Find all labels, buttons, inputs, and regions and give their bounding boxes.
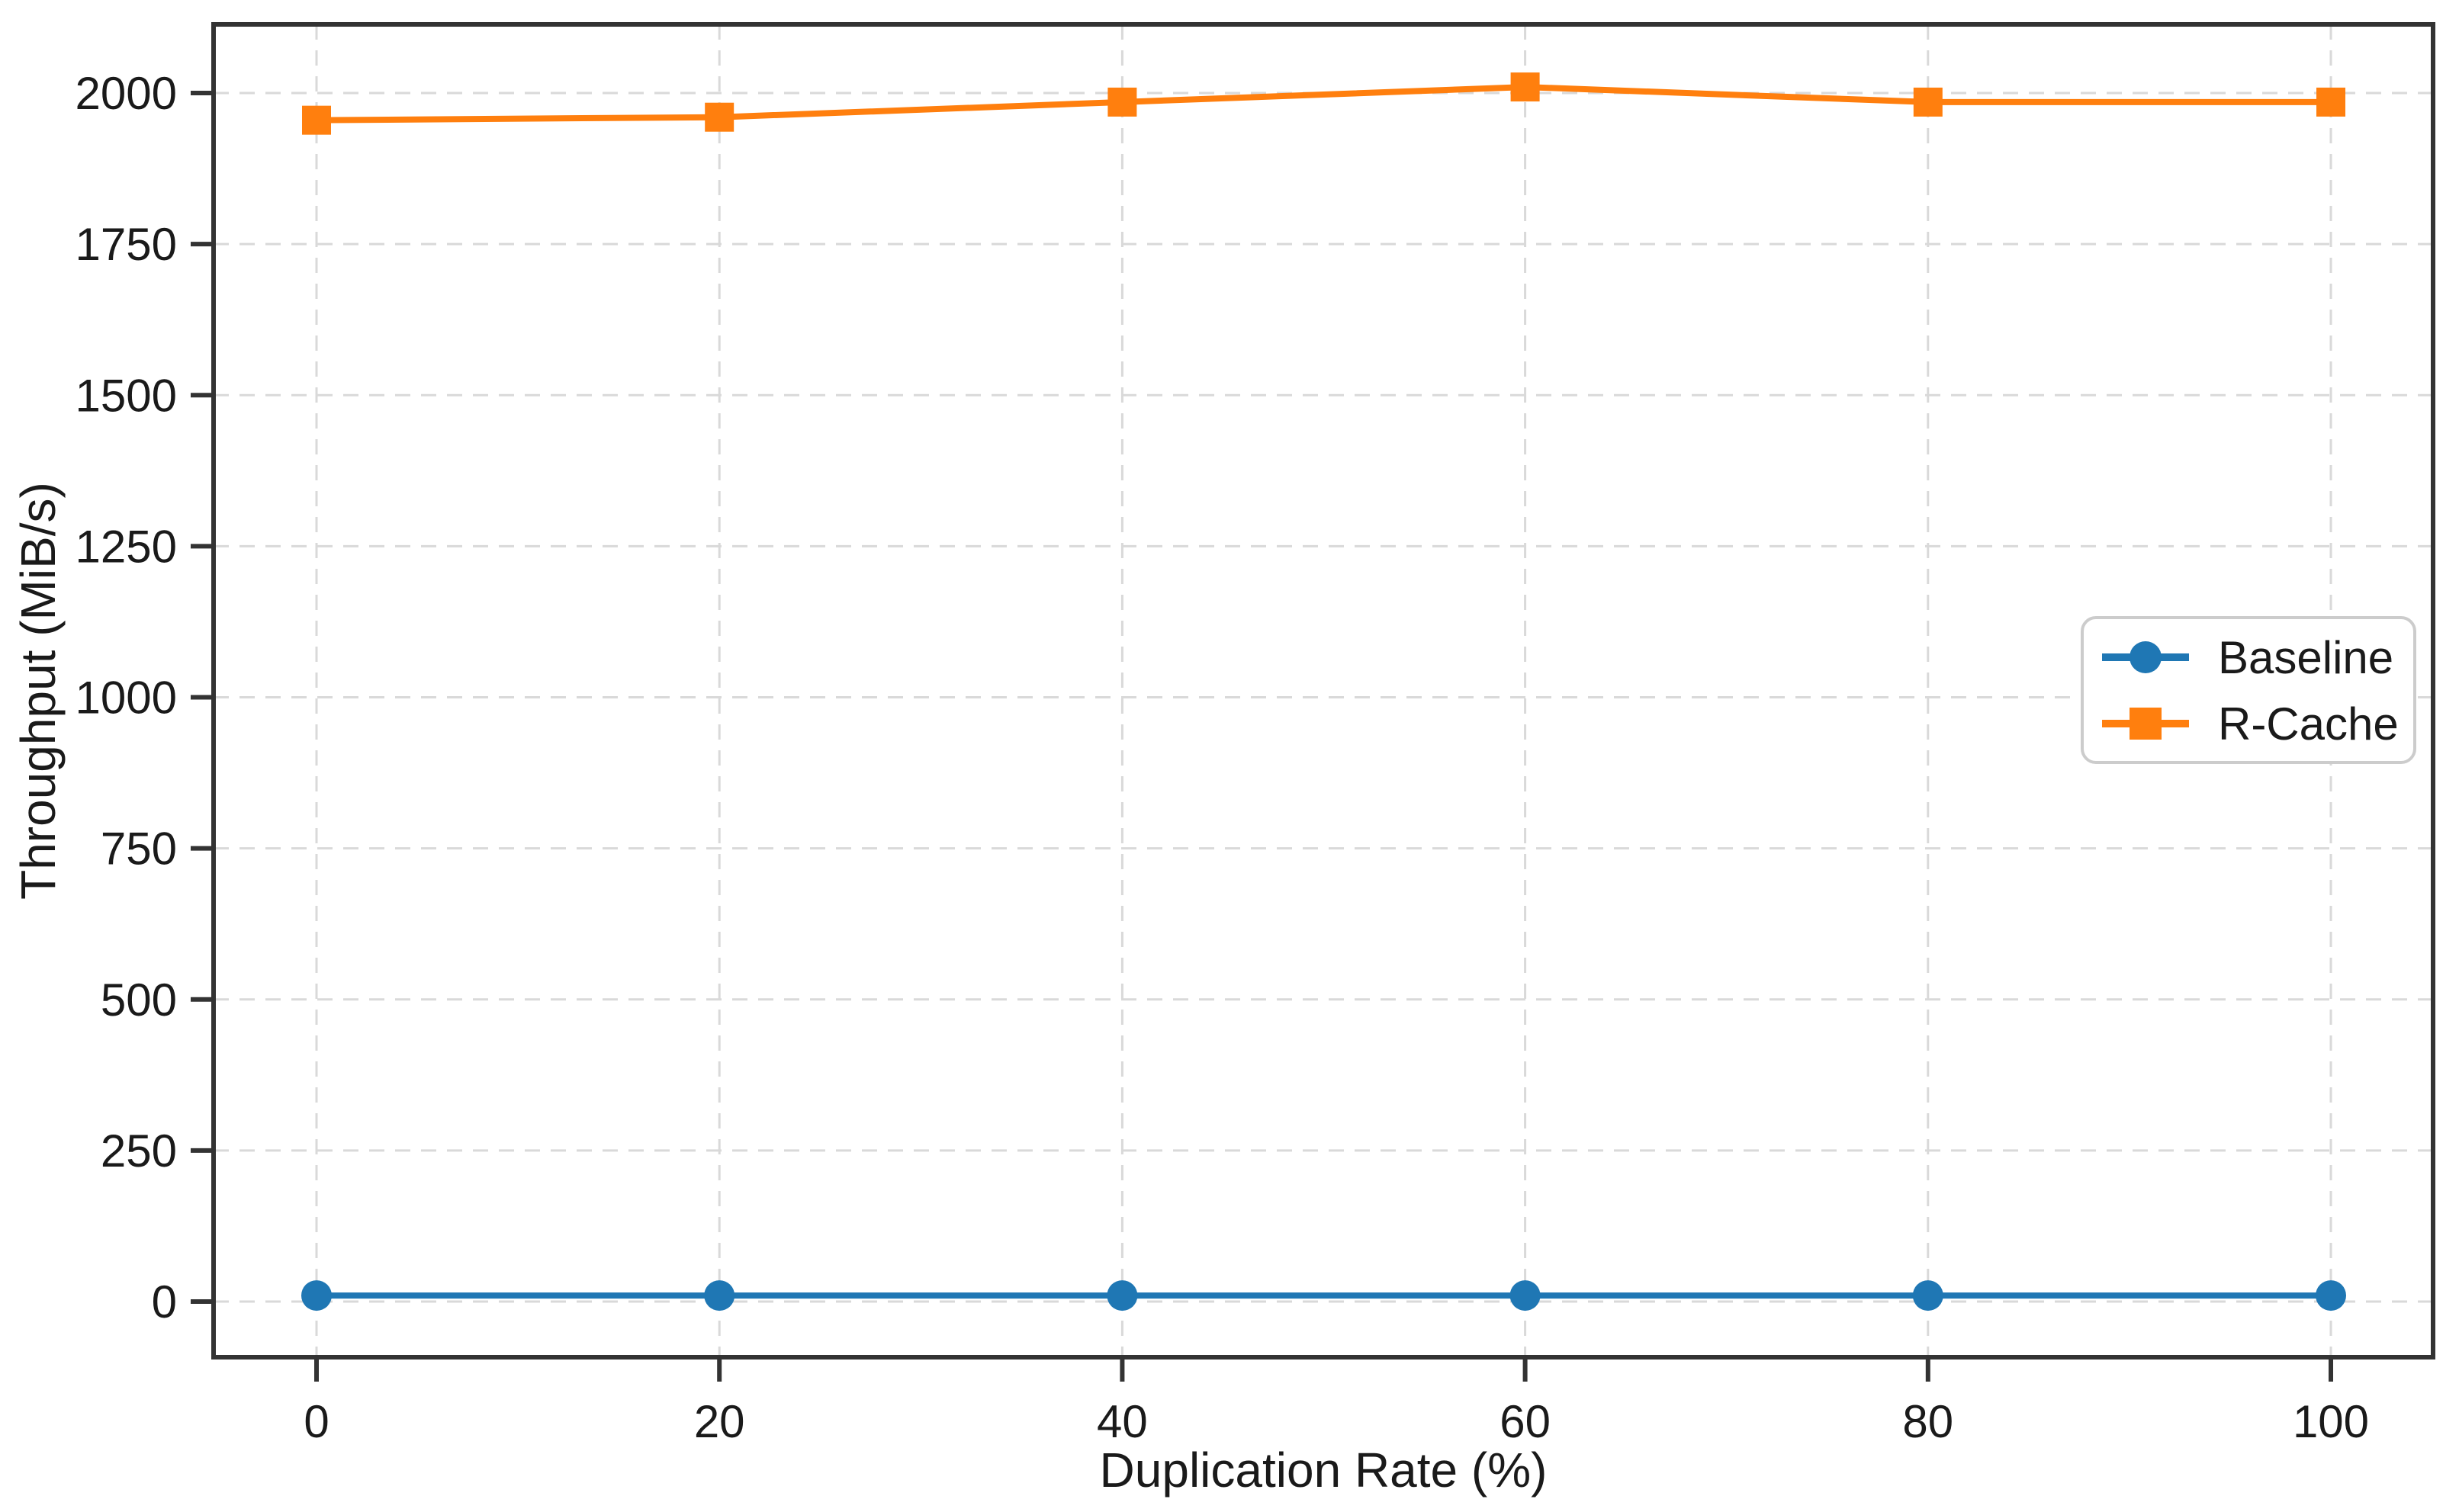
x-tick-label: 100: [2293, 1396, 2369, 1447]
y-tick-label: 1750: [76, 219, 177, 270]
x-axis-label: Duplication Rate (%): [1100, 1443, 1548, 1498]
x-tick-label: 80: [1902, 1396, 1953, 1447]
legend-label: R-Cache: [2218, 698, 2399, 750]
data-point-square: [1913, 87, 1943, 117]
axes-layer: 0 250 500 750 1000 1250 1500 1750 2000 0 20 40 60 80 1…: [76, 22, 2435, 1447]
y-tick-label: 1000: [76, 673, 177, 724]
data-point-circle: [1912, 1280, 1943, 1311]
data-point-square: [2316, 87, 2345, 117]
y-tick-label: 750: [101, 823, 177, 875]
y-tick-label: 1500: [76, 370, 177, 421]
grid-layer: [214, 24, 2433, 1357]
series-layer: [301, 72, 2346, 1311]
legend: Baseline R-Cache: [2081, 616, 2416, 764]
plot-border: [211, 22, 2435, 1360]
y-tick-label: 250: [101, 1125, 177, 1177]
y-tick-label: 1250: [76, 521, 177, 572]
y-tick-label: 2000: [76, 68, 177, 119]
x-tick-label: 40: [1097, 1396, 1148, 1447]
series-line-r-cache: [316, 84, 2331, 124]
data-point-circle: [1107, 1280, 1138, 1311]
legend-label: Baseline: [2218, 632, 2393, 683]
data-point-circle: [1509, 1280, 1541, 1311]
y-tick-label: 0: [152, 1276, 177, 1327]
data-point-square: [1510, 72, 1540, 102]
data-point-square: [302, 105, 331, 135]
data-point-circle: [2316, 1280, 2346, 1311]
y-axis-label: Throughput (MiB/s): [11, 482, 66, 900]
data-point-square: [1107, 87, 1137, 117]
x-tick-label: 60: [1500, 1396, 1551, 1447]
legend-marker-circle: [2130, 641, 2162, 673]
legend-marker-square: [2130, 708, 2162, 740]
data-point-circle: [704, 1280, 735, 1311]
data-point-square: [705, 102, 734, 132]
x-tick-label: 0: [304, 1396, 329, 1447]
y-tick-label: 500: [101, 974, 177, 1026]
x-tick-label: 20: [694, 1396, 745, 1447]
data-point-circle: [301, 1280, 332, 1311]
